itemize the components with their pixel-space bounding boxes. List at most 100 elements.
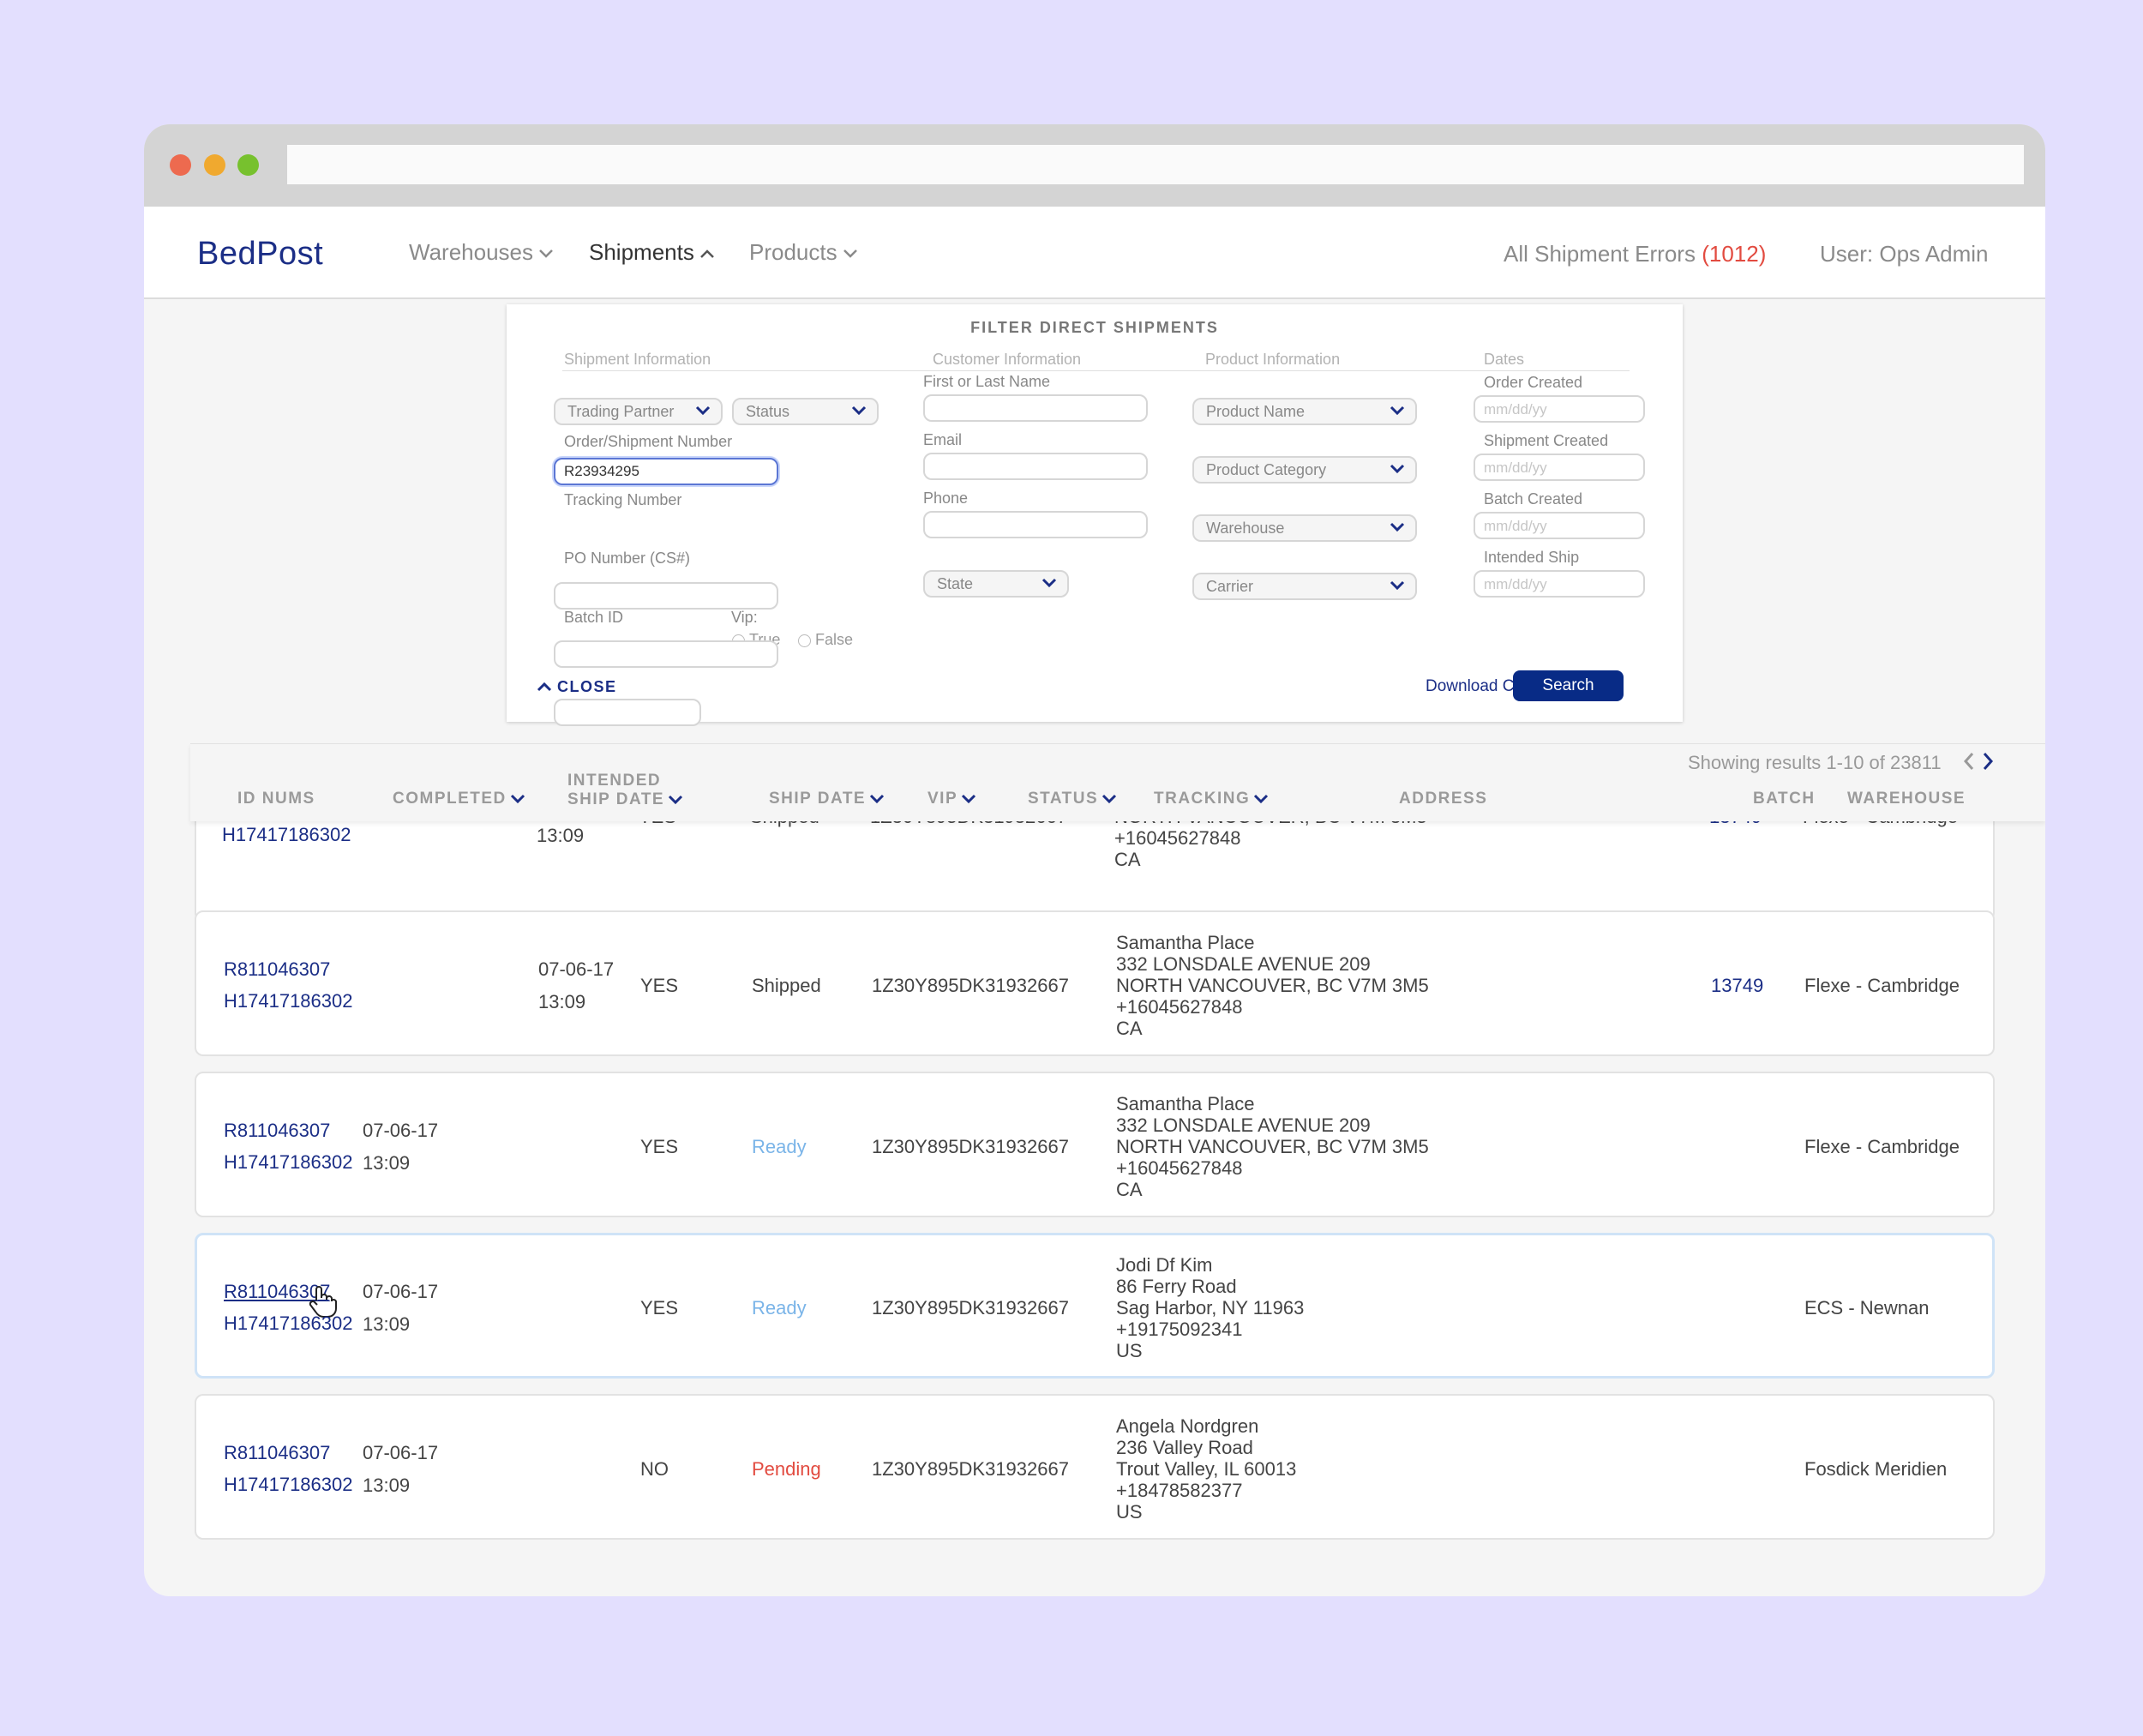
close-filter-button[interactable]: CLOSE (537, 678, 617, 696)
address-line: NORTH VANCOUVER, BC V7M 3M5 (1114, 820, 1427, 827)
download-csv-link[interactable]: Download CSV (1426, 677, 1536, 695)
state-select[interactable]: State (923, 570, 1069, 598)
column-header-status[interactable]: STATUS (1028, 790, 1117, 808)
address-bar[interactable] (287, 145, 2024, 184)
row-tracking[interactable]: 1Z30Y895DK31932667 (872, 1297, 1069, 1319)
row-order-id[interactable]: R811046307 (224, 1120, 331, 1141)
tracking-number-input[interactable] (554, 582, 778, 610)
row-tracking[interactable]: 1Z30Y895DK31932667 (872, 1136, 1069, 1157)
order-created-input[interactable]: mm/dd/yy (1474, 395, 1645, 423)
row-status: Pending (752, 1458, 821, 1480)
row-vip: YES (639, 820, 676, 827)
row-ship-time: 13:09 (537, 825, 585, 846)
row-shipment-id[interactable]: H17417186302 (224, 990, 353, 1012)
column-header-ship-date[interactable]: SHIP DATE (769, 790, 885, 808)
table-row[interactable]: R811046307 H17417186302 07-06-17 13:09 Y… (195, 1072, 1995, 1217)
user-menu[interactable]: User: Ops Admin (1820, 241, 1989, 267)
address-line: US (1116, 1340, 1143, 1361)
vip-false-radio[interactable]: False (798, 631, 853, 649)
nav-shipments[interactable]: Shipments (589, 239, 715, 266)
address-line: CA (1116, 1179, 1143, 1200)
row-tracking[interactable]: 1Z30Y895DK31932667 (870, 820, 1067, 827)
select-value: Product Category (1206, 461, 1327, 478)
intended-ship-input[interactable]: mm/dd/yy (1474, 570, 1645, 598)
chevron-down-icon (851, 405, 867, 416)
table-row-selected[interactable]: R811046307 H17417186302 07-06-17 13:09 Y… (195, 1233, 1995, 1379)
brand-logo[interactable]: BedPost (197, 236, 324, 272)
trading-partner-select[interactable]: Trading Partner (554, 398, 723, 425)
column-header-id[interactable]: ID NUMS (237, 790, 315, 808)
address-line: Samantha Place (1116, 1093, 1255, 1114)
po-number-input[interactable] (554, 640, 778, 668)
row-batch[interactable]: 13749 (1709, 820, 1762, 827)
row-batch[interactable]: 13749 (1711, 975, 1764, 996)
row-order-id[interactable]: R811046307 (224, 958, 331, 980)
chevron-down-icon (962, 794, 976, 804)
row-shipment-id[interactable]: H17417186302 (224, 1474, 353, 1495)
shipment-errors-link[interactable]: All Shipment Errors (1012) (1504, 241, 1766, 267)
chevron-down-icon (1254, 794, 1269, 804)
row-tracking[interactable]: 1Z30Y895DK31932667 (872, 975, 1069, 996)
table-row[interactable]: R811046307 H17417186302 07-06-17 13:09 Y… (195, 910, 1995, 1056)
row-completed-time: 13:09 (363, 1475, 411, 1496)
column-label: VIP (927, 790, 958, 808)
shipment-created-input[interactable]: mm/dd/yy (1474, 454, 1645, 481)
batch-id-label: Batch ID (564, 609, 624, 626)
column-header-tracking[interactable]: TRACKING (1154, 790, 1269, 808)
section-heading: Shipment Information (564, 351, 711, 368)
status-select[interactable]: Status (732, 398, 879, 425)
row-address: Samantha Place 332 LONSDALE AVENUE 209 N… (1116, 1093, 1429, 1200)
row-ship-date: 07-06-17 (538, 958, 615, 980)
close-window-button[interactable] (170, 154, 191, 176)
carrier-select[interactable]: Carrier (1192, 573, 1417, 600)
search-button[interactable]: Search (1513, 670, 1624, 701)
select-value: Carrier (1206, 578, 1254, 595)
filter-title: FILTER DIRECT SHIPMENTS (970, 319, 1219, 336)
maximize-window-button[interactable] (237, 154, 259, 176)
minimize-window-button[interactable] (204, 154, 225, 176)
chevron-down-icon (1390, 522, 1405, 532)
row-order-id[interactable]: R811046307 (224, 1442, 331, 1463)
row-completed-time: 13:09 (363, 1313, 411, 1335)
chevron-right-icon[interactable] (1982, 752, 1994, 776)
row-vip: YES (640, 1136, 679, 1157)
batch-id-input[interactable] (554, 699, 701, 726)
batch-created-input[interactable]: mm/dd/yy (1474, 512, 1645, 539)
chevron-left-icon[interactable] (1963, 752, 1975, 776)
row-status: Ready (752, 1136, 807, 1157)
column-header-completed[interactable]: COMPLETED (393, 790, 525, 808)
column-header-vip[interactable]: VIP (927, 790, 976, 808)
batch-created-label: Batch Created (1484, 490, 1583, 508)
row-tracking[interactable]: 1Z30Y895DK31932667 (872, 1458, 1069, 1480)
row-shipment-id[interactable]: H17417186302 (224, 1151, 353, 1173)
product-category-select[interactable]: Product Category (1192, 456, 1417, 484)
address-line: 236 Valley Road (1116, 1437, 1253, 1458)
email-label: Email (923, 431, 963, 448)
address-line: Jodi Df Kim (1116, 1254, 1213, 1276)
row-address: Samantha Place 332 LONSDALE AVENUE 209 N… (1116, 932, 1429, 1039)
column-label: WAREHOUSE (1847, 790, 1966, 808)
select-value: Product Name (1206, 403, 1306, 420)
row-shipment-id[interactable]: H17417186302 (224, 1313, 353, 1334)
chevron-down-icon (843, 249, 857, 258)
row-order-id[interactable]: R811046307 (224, 1281, 331, 1302)
row-vip: YES (640, 975, 679, 996)
row-shipment-id[interactable]: H17417186302 (222, 824, 351, 845)
nav-warehouses[interactable]: Warehouses (409, 239, 554, 266)
row-completed-time: 13:09 (363, 1152, 411, 1174)
name-input[interactable] (923, 394, 1148, 422)
nav-label: Warehouses (409, 239, 533, 265)
product-name-select[interactable]: Product Name (1192, 398, 1417, 425)
nav-products[interactable]: Products (749, 239, 858, 266)
row-completed-date: 07-06-17 (363, 1442, 439, 1463)
phone-input[interactable] (923, 511, 1148, 538)
address-line: US (1116, 1501, 1143, 1523)
column-label: SHIP DATE (769, 790, 867, 808)
order-number-input[interactable]: R23934295 (554, 458, 778, 485)
warehouse-select[interactable]: Warehouse (1192, 514, 1417, 542)
column-header-intended-ship-date[interactable]: INTENDED SHIP DATE (567, 772, 683, 809)
column-label: STATUS (1028, 790, 1099, 808)
email-input[interactable] (923, 453, 1148, 480)
table-row[interactable]: R811046307 H17417186302 07-06-17 13:09 N… (195, 1394, 1995, 1540)
chevron-down-icon (539, 249, 553, 258)
